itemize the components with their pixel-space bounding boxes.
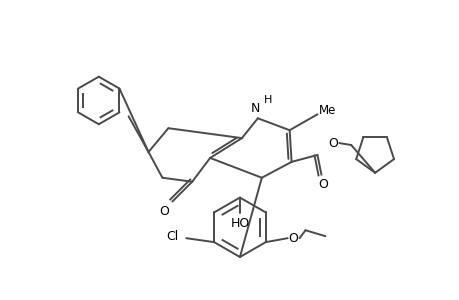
Text: H: H <box>263 95 271 106</box>
Text: O: O <box>288 232 298 245</box>
Text: Cl: Cl <box>166 230 178 243</box>
Text: O: O <box>159 205 169 218</box>
Text: Me: Me <box>318 104 336 117</box>
Text: HO: HO <box>230 217 249 230</box>
Text: O: O <box>328 136 337 150</box>
Text: O: O <box>318 178 328 191</box>
Text: N: N <box>251 102 260 115</box>
